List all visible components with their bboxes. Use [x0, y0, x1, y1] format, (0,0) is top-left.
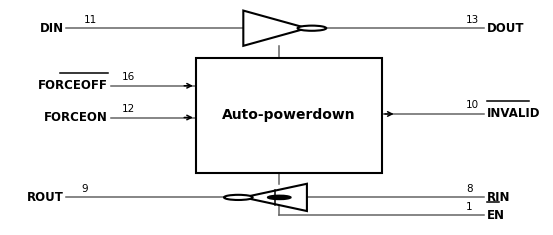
- Text: FORCEON: FORCEON: [44, 111, 108, 124]
- Text: 16: 16: [122, 72, 135, 82]
- Text: 12: 12: [122, 104, 135, 114]
- Text: EN: EN: [487, 208, 505, 222]
- Text: DIN: DIN: [39, 22, 64, 35]
- Ellipse shape: [298, 26, 326, 31]
- Bar: [196, 58, 382, 173]
- Polygon shape: [243, 11, 307, 46]
- Text: DOUT: DOUT: [487, 22, 524, 35]
- Text: 10: 10: [466, 100, 479, 110]
- Polygon shape: [243, 184, 307, 211]
- Text: INVALID: INVALID: [487, 107, 540, 121]
- Ellipse shape: [268, 195, 291, 200]
- Text: 13: 13: [466, 15, 479, 25]
- Text: 11: 11: [84, 15, 97, 25]
- Text: 8: 8: [466, 184, 473, 194]
- Text: FORCEOFF: FORCEOFF: [38, 79, 108, 92]
- Text: Auto-powerdown: Auto-powerdown: [222, 108, 356, 122]
- Text: 9: 9: [81, 184, 88, 194]
- Ellipse shape: [224, 195, 253, 200]
- Text: ROUT: ROUT: [27, 191, 64, 204]
- Text: RIN: RIN: [487, 191, 510, 204]
- Text: 1: 1: [466, 201, 473, 212]
